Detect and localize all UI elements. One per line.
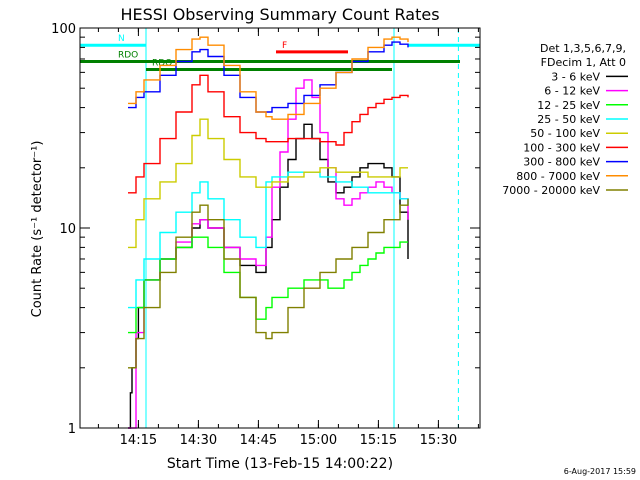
- x-tick-label-2: 14:45: [240, 433, 277, 448]
- legend-label-1: 6 - 12 keV: [544, 85, 600, 98]
- y-tick-label-0: 1: [68, 422, 76, 437]
- flag-label-2: RDO: [152, 59, 172, 69]
- legend-label-6: 300 - 800 keV: [523, 156, 600, 169]
- y-tick-label-2: 100: [51, 22, 76, 37]
- legend-label-0: 3 - 6 keV: [551, 70, 600, 83]
- y-axis: 1 10 100: [51, 22, 480, 437]
- chart-title: HESSI Observing Summary Count Rates: [120, 5, 439, 24]
- y-tick-label-1: 10: [59, 222, 76, 237]
- series-line-5: [128, 74, 409, 194]
- series-line-4: [128, 118, 408, 249]
- x-tick-label-3: 15:00: [300, 433, 337, 448]
- y-axis-label: Count Rate (s⁻¹ detector⁻¹): [30, 141, 45, 318]
- legend-label-5: 100 - 300 keV: [523, 141, 600, 154]
- legend-header-0: Det 1,3,5,6,7,9,: [540, 42, 626, 55]
- legend-header-1: FDecim 1, Att 0: [541, 56, 626, 69]
- x-tick-label-4: 15:15: [360, 433, 397, 448]
- legend-label-4: 50 - 100 keV: [530, 127, 600, 140]
- plot-area: N RDO RDO F: [80, 28, 480, 429]
- x-tick-label-0: 14:15: [120, 433, 157, 448]
- x-tick-label-5: 15:30: [420, 433, 457, 448]
- x-tick-label-1: 14:30: [180, 433, 217, 448]
- legend-label-2: 12 - 25 keV: [537, 99, 600, 112]
- series-line-3: [128, 171, 409, 309]
- series-line-8: [128, 198, 409, 369]
- legend-label-8: 7000 - 20000 keV: [502, 184, 600, 197]
- footer-date: 6-Aug-2017 15:59: [564, 467, 636, 476]
- series-line-7: [128, 36, 409, 120]
- flag-label-3: F: [282, 41, 287, 51]
- x-axis-label: Start Time (13-Feb-15 14:00:22): [167, 456, 393, 472]
- series-line-6: [128, 41, 409, 113]
- flag-label-1: RDO: [118, 50, 138, 60]
- x-axis: 14:15 14:30 14:45 15:00 15:15 15:30: [97, 28, 479, 448]
- flag-label-0: N: [118, 34, 125, 44]
- legend: Det 1,3,5,6,7,9,FDecim 1, Att 03 - 6 keV…: [502, 42, 628, 197]
- legend-label-7: 800 - 7000 keV: [516, 170, 600, 183]
- legend-label-3: 25 - 50 keV: [537, 113, 600, 126]
